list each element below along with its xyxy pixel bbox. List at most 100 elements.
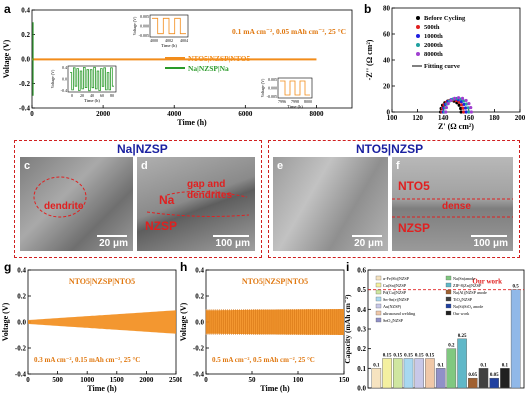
g-xtick-label-4: 2000 (139, 376, 154, 384)
sem-image-f: f NTO5 dense NZSP 100 μm (392, 157, 513, 251)
sem-d-annotation-gap: gap and dendrites (187, 179, 233, 201)
b-point-0-8 (457, 103, 461, 107)
a-inset1-xlabel: Time (h) (161, 43, 177, 48)
a-inset2-ytick-0: 0.4 (62, 65, 67, 70)
i-bar-label-11: 0.05 (490, 373, 499, 378)
g-xtick-label-3: 1500 (110, 376, 125, 384)
i-bar-7 (446, 348, 457, 389)
panel-i-chart: 0.0 0.1 0.2 0.3 0.4 0.5 0.6 Capacity (mAh cm⁻²)… (343, 267, 525, 393)
b-xtick-label-4: 180 (489, 114, 500, 122)
panel-i: i 0.0 0.1 0.2 0.3 0.4 0.5 0.6 Capacity (mAh cm⁻… (340, 258, 530, 401)
a-inset1-ytick-1: 0.000 (140, 24, 149, 29)
b-point-0-10 (459, 110, 463, 114)
a-inset1-ytick-0: 0.005 (140, 14, 149, 19)
b-ytick-label-0: 0 (387, 109, 391, 117)
b-point-4-1 (444, 105, 448, 110)
sem-c-annotation-dendrite: dendrite (44, 201, 84, 212)
b-xtick-label-5: 200 (515, 114, 526, 122)
i-legend-swatch-3 (375, 296, 382, 302)
panel-i-label: i (346, 260, 350, 274)
b-ytick-label-2: 40 (383, 57, 391, 65)
i-bar-5 (425, 358, 435, 389)
a-inset2-ytick-1: 0.0 (62, 77, 67, 82)
a-inset2-xtick-4: 80 (110, 93, 114, 98)
h-ytick-label-3: 0.2 (195, 293, 204, 301)
i-bar-label-4: 0.15 (415, 354, 424, 359)
panel-h: h 0 50 100 150 -0.4 -0.2 0.0 0.2 0.4 Time (h) Volt… (178, 258, 350, 401)
g-xtick-label-1: 500 (52, 376, 63, 384)
i-annotation: Our work (472, 278, 502, 286)
i-legend-swatch-8 (445, 282, 452, 288)
g-ytick-label-2: 0.0 (17, 319, 26, 327)
i-bar-0 (371, 368, 382, 389)
a-inset3-trace (280, 80, 310, 96)
g-ylabel: Voltage (V) (1, 302, 10, 341)
i-bar-label-10: 0.1 (480, 363, 487, 368)
b-legend-label-4: 8000th (424, 51, 443, 58)
a-xtick-label-3: 6000 (238, 110, 253, 118)
a-inset1-xtick-0: 4000 (150, 38, 158, 43)
i-legend-swatch-9 (445, 289, 452, 295)
b-point-4-10 (469, 110, 473, 114)
sem-image-c: c dendrite 20 μm (20, 157, 133, 251)
i-bar-6 (435, 368, 446, 389)
a-inset2-trace (70, 66, 114, 92)
i-legend-label-0: α-Fe(Sb)|NZSP (383, 276, 410, 281)
panel-b-chart: 100 120 140 160 180 200 0 20 40 60 80 Z' (Ω cm²) -Z'… (365, 5, 526, 132)
h-xtick-label-2: 100 (293, 376, 304, 384)
b-point-4-0 (444, 110, 448, 114)
sem-f-tag: f (396, 160, 400, 172)
h-ytick-label-1: -0.2 (193, 345, 205, 353)
i-legend-label-2: Pd(Cu)|NZSP (383, 290, 407, 295)
b-point-0-9 (459, 106, 463, 111)
i-legend-swatch-7 (445, 275, 452, 281)
a-inset3-ytick-0: 0.005 (268, 77, 277, 82)
i-legend-swatch-2 (375, 289, 382, 295)
i-ytick-label-1: 0.1 (357, 365, 366, 373)
a-legend-label-0: NTO5|NZSP|NTO5 (188, 54, 250, 63)
i-ylabel: Capacity (mAh cm⁻²) (343, 294, 352, 364)
i-legend-swatch-4 (375, 303, 382, 309)
sem-d-annotation-na: Na (159, 193, 175, 207)
b-point-4-5 (456, 96, 461, 100)
b-legend-marker-0 (416, 16, 420, 20)
b-point-1-9 (461, 106, 465, 110)
b-legend-marker-1 (416, 25, 420, 29)
i-ytick-label-3: 0.3 (357, 326, 366, 334)
b-ytick-label-4: 80 (383, 5, 391, 13)
i-ytick-label-2: 0.2 (357, 345, 366, 353)
h-ytick-label-0: -0.4 (193, 371, 205, 379)
i-legend-swatch-6 (375, 317, 382, 323)
i-ytick-label-5: 0.5 (357, 286, 366, 294)
i-bar-1 (382, 358, 392, 389)
i-legend-label-6: SnO₂|NZSP (383, 318, 404, 323)
b-point-4-8 (467, 101, 471, 106)
a-inset1-xtick-1: 4002 (165, 38, 173, 43)
i-bar-label-12: 0.1 (502, 363, 509, 368)
a-inset1-ytick-2: -0.005 (139, 33, 149, 38)
panel-h-label: h (180, 260, 188, 274)
a-inset2-xlabel: Time (h) (84, 98, 100, 103)
a-inset3-xtick-1: 7998 (291, 99, 299, 104)
b-xlabel: Z' (Ω cm²) (438, 122, 474, 131)
a-xtick-label-1: 2000 (96, 110, 111, 118)
i-ytick-label-4: 0.4 (357, 306, 366, 314)
panel-b-label: b (364, 2, 372, 16)
b-point-4-2 (446, 101, 450, 106)
a-inset3-ytick-1: 0.000 (268, 86, 277, 91)
a-ytick-label-1: -0.2 (19, 80, 31, 88)
i-legend-label-7: Na(Sn)anode (453, 276, 475, 281)
panel-a-label: a (4, 2, 11, 16)
sem-f-annotation-dense: dense (442, 201, 471, 212)
a-inset3-xtick-2: 8000 (304, 99, 312, 104)
g-ytick-label-0: -0.4 (15, 371, 27, 379)
b-xtick-label-0: 100 (387, 114, 398, 122)
i-bar-label-2: 0.15 (393, 354, 402, 359)
h-ylabel: Voltage (V) (179, 302, 188, 341)
b-ytick-label-1: 20 (383, 83, 391, 91)
panel-b: b 100 120 140 160 180 200 0 20 40 60 80 Z' (Ω cm²) -… (362, 0, 530, 138)
b-legend-marker-4 (416, 52, 420, 56)
b-point-1-8 (460, 103, 464, 107)
a-xtick-label-2: 4000 (167, 110, 182, 118)
a-xlabel: Time (h) (177, 118, 207, 127)
